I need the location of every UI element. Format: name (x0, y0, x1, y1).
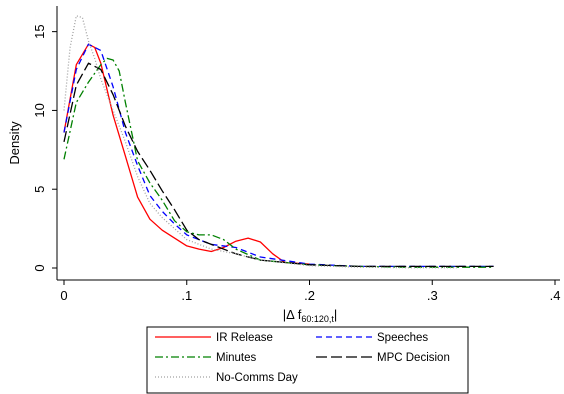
legend-items: IR Release Speeches Minutes MPC Decision No-… (155, 332, 450, 384)
x-tick-label: 0 (60, 288, 67, 303)
legend-box (146, 326, 469, 394)
x-tick-label: .1 (181, 288, 192, 303)
x-tick-label: .4 (550, 288, 561, 303)
y-tick-label: 15 (32, 24, 47, 38)
x-tick-label: .2 (304, 288, 315, 303)
x-axis-title-main: |Δ f (283, 307, 302, 322)
series-line-mpc-decision (63, 62, 494, 268)
legend: IR Release Speeches Minutes MPC Decision No-… (146, 326, 469, 394)
y-axis-ticks: 0 5 10 15 (32, 24, 57, 272)
legend-label-mpc-decision: MPC Decision (377, 352, 450, 364)
x-axis-title-subscript: 60:120,t (301, 314, 334, 324)
y-tick-label: 10 (32, 103, 47, 117)
y-tick-label: 0 (32, 264, 47, 271)
x-tick-label: .3 (427, 288, 438, 303)
legend-label-speeches: Speeches (377, 332, 428, 344)
y-tick-label: 5 (32, 186, 47, 193)
series-lines (63, 15, 494, 269)
legend-label-minutes: Minutes (216, 352, 257, 364)
legend-label-no-comms-day: No-Comms Day (216, 372, 298, 384)
y-axis-title: Density (7, 121, 22, 165)
x-axis-title-close: | (334, 307, 337, 322)
series-line-ir-release (63, 43, 310, 265)
x-axis-title: |Δ f60:120,t| (283, 307, 338, 324)
legend-label-ir-release: IR Release (216, 332, 273, 344)
x-axis-ticks: 0 .1 .2 .3 .4 (60, 280, 560, 303)
